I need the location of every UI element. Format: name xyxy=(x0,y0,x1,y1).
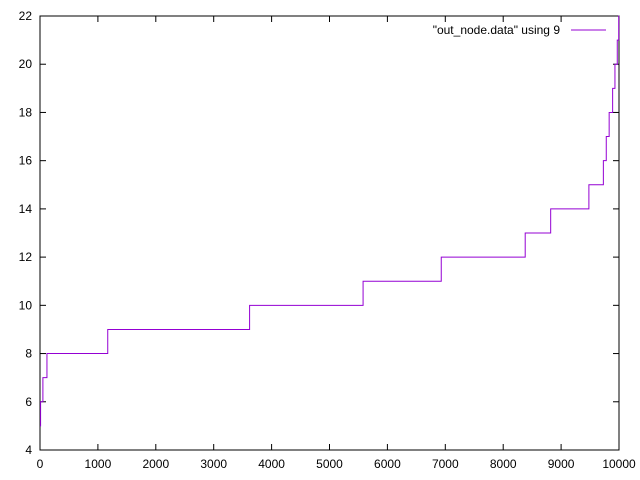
y-tick-label: 10 xyxy=(19,298,33,312)
legend: "out_node.data" using 9 xyxy=(433,23,606,37)
x-tick-label: 4000 xyxy=(258,457,285,471)
x-tick-label: 8000 xyxy=(490,457,517,471)
legend-label: "out_node.data" using 9 xyxy=(433,23,561,37)
x-tick-label: 5000 xyxy=(316,457,343,471)
x-tick-label: 1000 xyxy=(85,457,112,471)
x-tick-label: 2000 xyxy=(142,457,169,471)
y-tick-label: 14 xyxy=(19,202,33,216)
series-line xyxy=(40,15,620,427)
y-tick-label: 6 xyxy=(25,395,32,409)
x-tick-label: 0 xyxy=(37,457,44,471)
y-tick-label: 16 xyxy=(19,154,33,168)
y-tick-label: 8 xyxy=(25,347,32,361)
x-tick-label: 7000 xyxy=(432,457,459,471)
axis-tick-labels: 0 1000 2000 3000 4000 5000 6000 7000 8000 9000 100… xyxy=(19,9,636,471)
y-tick-label: 12 xyxy=(19,250,33,264)
x-tick-label: 10000 xyxy=(602,457,636,471)
series-layer xyxy=(40,15,620,427)
x-tick-label: 6000 xyxy=(374,457,401,471)
y-tick-label: 18 xyxy=(19,105,33,119)
x-tick-label: 3000 xyxy=(200,457,227,471)
y-tick-label: 4 xyxy=(25,443,32,457)
y-tick-label: 20 xyxy=(19,57,33,71)
x-tick-label: 9000 xyxy=(548,457,575,471)
y-tick-label: 22 xyxy=(19,9,33,23)
